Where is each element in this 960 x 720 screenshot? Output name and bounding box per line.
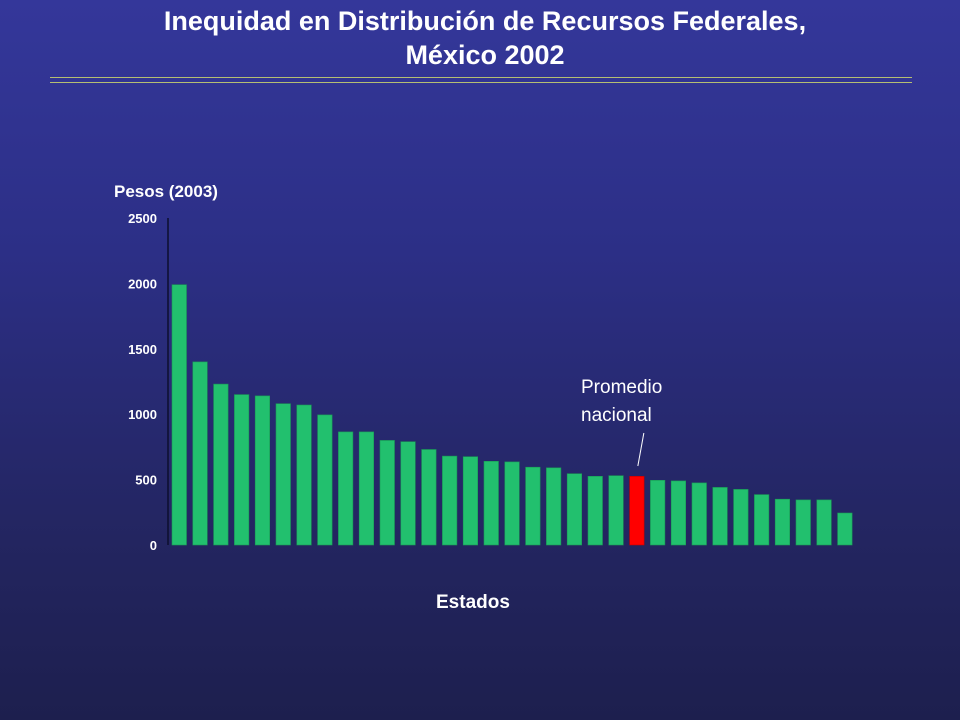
bar — [462, 456, 479, 546]
bar — [275, 403, 291, 546]
bar — [733, 489, 749, 546]
bar — [379, 440, 395, 546]
bar — [546, 467, 562, 546]
bar — [317, 414, 333, 546]
bar — [192, 361, 208, 546]
annotation-pointer — [637, 432, 645, 467]
bar — [837, 512, 853, 546]
y-tick-label: 1000 — [128, 407, 157, 422]
bar — [338, 431, 354, 546]
bar — [213, 383, 229, 546]
bar — [650, 479, 666, 546]
bar — [670, 480, 687, 546]
y-axis-label: Pesos (2003) — [114, 182, 218, 201]
chart-title-line1: Inequidad en Distribución de Recursos Fe… — [163, 6, 807, 36]
y-axis: 0 500 1000 1500 2000 2500 — [128, 211, 169, 553]
title-divider — [50, 77, 912, 83]
y-tick-label: 2500 — [128, 211, 157, 226]
bar — [587, 475, 603, 546]
y-tick-label: 0 — [150, 538, 157, 553]
bar — [171, 284, 187, 546]
bar — [774, 498, 791, 546]
bar — [254, 395, 270, 546]
bar — [483, 460, 499, 546]
bar-promedio-nacional — [629, 475, 645, 546]
chart-title: Inequidad en Distribución de Recursos Fe… — [0, 4, 960, 72]
y-tick-label: 500 — [135, 473, 157, 488]
bar — [442, 455, 458, 546]
bar — [712, 487, 728, 546]
bar — [358, 431, 375, 546]
bar — [795, 499, 811, 546]
bar — [400, 441, 416, 546]
bar — [566, 473, 583, 546]
bar — [504, 461, 520, 546]
bar — [691, 482, 707, 546]
chart-title-line2: México 2002 — [405, 40, 565, 70]
y-tick-label: 2000 — [128, 276, 157, 291]
bar — [234, 394, 250, 546]
bar — [525, 466, 541, 546]
bar — [608, 475, 624, 546]
x-axis-label: Estados — [436, 592, 510, 613]
bar — [816, 499, 832, 546]
y-tick-label: 1500 — [128, 342, 157, 357]
bar-series — [171, 284, 853, 546]
bar — [421, 449, 437, 546]
bar — [296, 404, 312, 546]
average-annotation: Promedio nacional — [581, 377, 663, 426]
bar — [754, 494, 770, 546]
